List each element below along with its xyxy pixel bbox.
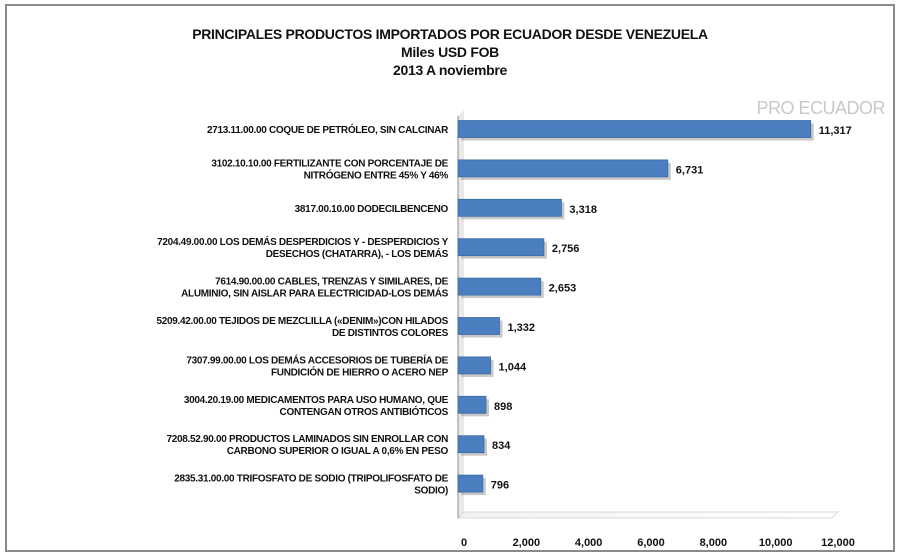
bar	[457, 356, 491, 375]
category-label-line: 2835.31.00.00 TRIFOSFATO DE SODIO (TRIPO…	[174, 474, 448, 485]
category-label: 7307.99.00.00 LOS DEMÁS ACCESORIOS DE TU…	[186, 353, 448, 378]
bar	[457, 120, 812, 138]
bar-value-label: 11,317	[819, 125, 852, 137]
bar-layer: 11,317 6,731 3,318 2,756 2,653 1,332 1,044 898 8…	[457, 120, 852, 496]
category-label: 3817.00.10.00 DODECILBENCENO	[295, 204, 449, 215]
x-tick-label: 0	[461, 537, 467, 549]
x-tick-label: 8,000	[700, 537, 728, 549]
bar	[457, 198, 562, 217]
category-label: 2713.11.00.00 COQUE DE PETRÓLEO, SIN CAL…	[207, 123, 449, 136]
chart-period: 2013 A noviembre	[393, 62, 507, 78]
bar-value-label: 796	[491, 480, 509, 492]
bar	[457, 317, 500, 335]
bar	[457, 159, 669, 178]
bar	[457, 277, 542, 296]
category-label-line: ALUMINIO, SIN AISLAR PARA ELECTRICIDAD-L…	[181, 287, 449, 300]
x-tick-label: 4,000	[575, 537, 603, 549]
chart-title: PRINCIPALES PRODUCTOS IMPORTADOS POR ECU…	[192, 26, 708, 42]
category-label-line: 7307.99.00.00 LOS DEMÁS ACCESORIOS DE TU…	[186, 353, 448, 366]
category-label-line: 3004.20.19.00 MEDICAMENTOS PARA USO HUMA…	[184, 395, 449, 406]
pro-ecuador-watermark: PRO ECUADOR	[756, 98, 885, 118]
bar	[457, 435, 485, 454]
bar-value-label: 834	[492, 440, 511, 452]
x-tick-label: 12,000	[821, 537, 855, 549]
bar-value-label: 3,318	[569, 204, 597, 216]
category-label-layer: 2713.11.00.00 COQUE DE PETRÓLEO, SIN CAL…	[156, 123, 449, 497]
category-label: 7204.49.00.00 LOS DEMÁS DESPERDICIOS Y -…	[157, 235, 448, 260]
bar-value-label: 898	[494, 401, 512, 413]
bar-value-label: 2,653	[549, 283, 577, 295]
category-label-line: FUNDICIÓN DE HIERRO O ACERO NEP	[271, 365, 449, 378]
category-label-line: SODIO)	[414, 486, 448, 497]
bar-value-label: 1,332	[508, 322, 536, 334]
x-tick-label: 2,000	[513, 537, 541, 549]
category-label-line: 7204.49.00.00 LOS DEMÁS DESPERDICIOS Y -…	[157, 235, 448, 248]
category-label: 5209.42.00.00 TEJIDOS DE MEZCLILLA («DEN…	[156, 316, 448, 339]
category-label-line: CONTENGAN OTROS ANTIBIÓTICOS	[280, 405, 449, 418]
bar-chart: 0 2,000 4,000 6,000 8,000 10,000 12,000 11,317…	[156, 110, 855, 549]
axis-floor	[456, 511, 840, 519]
bar-value-label: 2,756	[552, 243, 580, 255]
bar	[457, 474, 484, 493]
chart-frame: PRINCIPALES PRODUCTOS IMPORTADOS POR ECU…	[5, 4, 895, 552]
bar	[457, 395, 487, 414]
category-label-line: 3817.00.10.00 DODECILBENCENO	[295, 204, 449, 215]
category-label-line: 5209.42.00.00 TEJIDOS DE MEZCLILLA («DEN…	[156, 316, 448, 327]
category-label-line: 2713.11.00.00 COQUE DE PETRÓLEO, SIN CAL…	[207, 123, 449, 136]
category-label-line: 3102.10.10.00 FERTILIZANTE CON PORCENTAJ…	[211, 158, 448, 169]
category-label-line: NITRÓGENO ENTRE 45% Y 46%	[304, 168, 449, 181]
category-label-line: 7208.52.90.00 PRODUCTOS LAMINADOS SIN EN…	[166, 434, 448, 445]
category-label: 7614.90.00.00 CABLES, TRENZAS Y SIMILARE…	[181, 277, 449, 300]
category-label-line: DE DISTINTOS COLORES	[332, 328, 449, 339]
category-label-line: 7614.90.00.00 CABLES, TRENZAS Y SIMILARE…	[215, 277, 449, 288]
category-label-line: CARBONO SUPERIOR O IGUAL A 0,6% EN PESO	[227, 446, 449, 457]
category-label: 7208.52.90.00 PRODUCTOS LAMINADOS SIN EN…	[166, 434, 448, 457]
x-tick-label: 6,000	[637, 537, 665, 549]
bar-value-label: 6,731	[676, 164, 704, 176]
axis-layer: 0 2,000 4,000 6,000 8,000 10,000 12,000	[456, 110, 855, 549]
category-label: 3004.20.19.00 MEDICAMENTOS PARA USO HUMA…	[184, 395, 449, 418]
chart-subtitle: Miles USD FOB	[400, 44, 499, 60]
bar-value-label: 1,044	[499, 361, 527, 373]
category-label: 3102.10.10.00 FERTILIZANTE CON PORCENTAJ…	[211, 158, 448, 181]
x-tick-label: 10,000	[759, 537, 793, 549]
category-label: 2835.31.00.00 TRIFOSFATO DE SODIO (TRIPO…	[174, 474, 448, 497]
category-label-line: DESECHOS (CHATARRA), - LOS DEMÁS	[266, 247, 449, 260]
bar	[457, 238, 545, 257]
